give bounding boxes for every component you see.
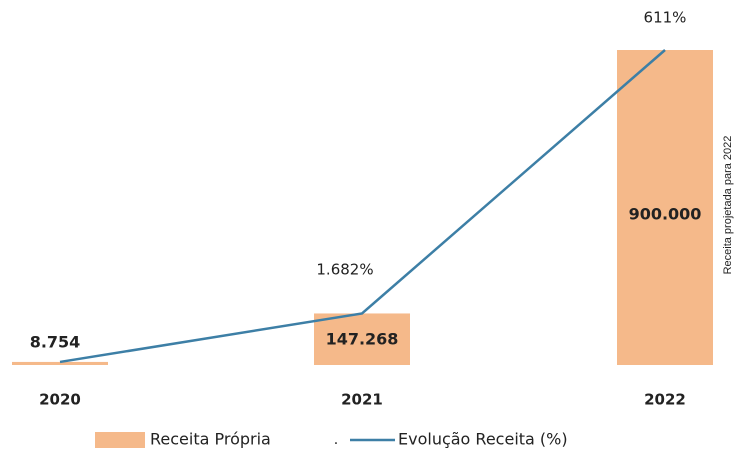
legend-label: Receita Própria [150,430,271,449]
bar-value-label: 8.754 [30,333,81,352]
x-tick-label: 2021 [341,391,383,409]
x-tick-label: 2022 [644,391,686,409]
annotation: Receita projetada para 2022 [722,136,734,275]
line-value-label: 1.682% [316,261,373,279]
x-tick-label: 2020 [39,391,81,409]
bar [12,361,108,365]
legend-swatch [95,432,145,448]
bar-value-label: 147.268 [326,330,399,349]
line-value-label: 611% [644,9,687,27]
bar [314,313,410,365]
bar [617,50,713,365]
legend-label: Evolução Receita (%) [398,430,568,449]
line [59,49,666,364]
legend-separator: . [334,432,338,448]
bar-value-label: 900.000 [629,205,702,224]
